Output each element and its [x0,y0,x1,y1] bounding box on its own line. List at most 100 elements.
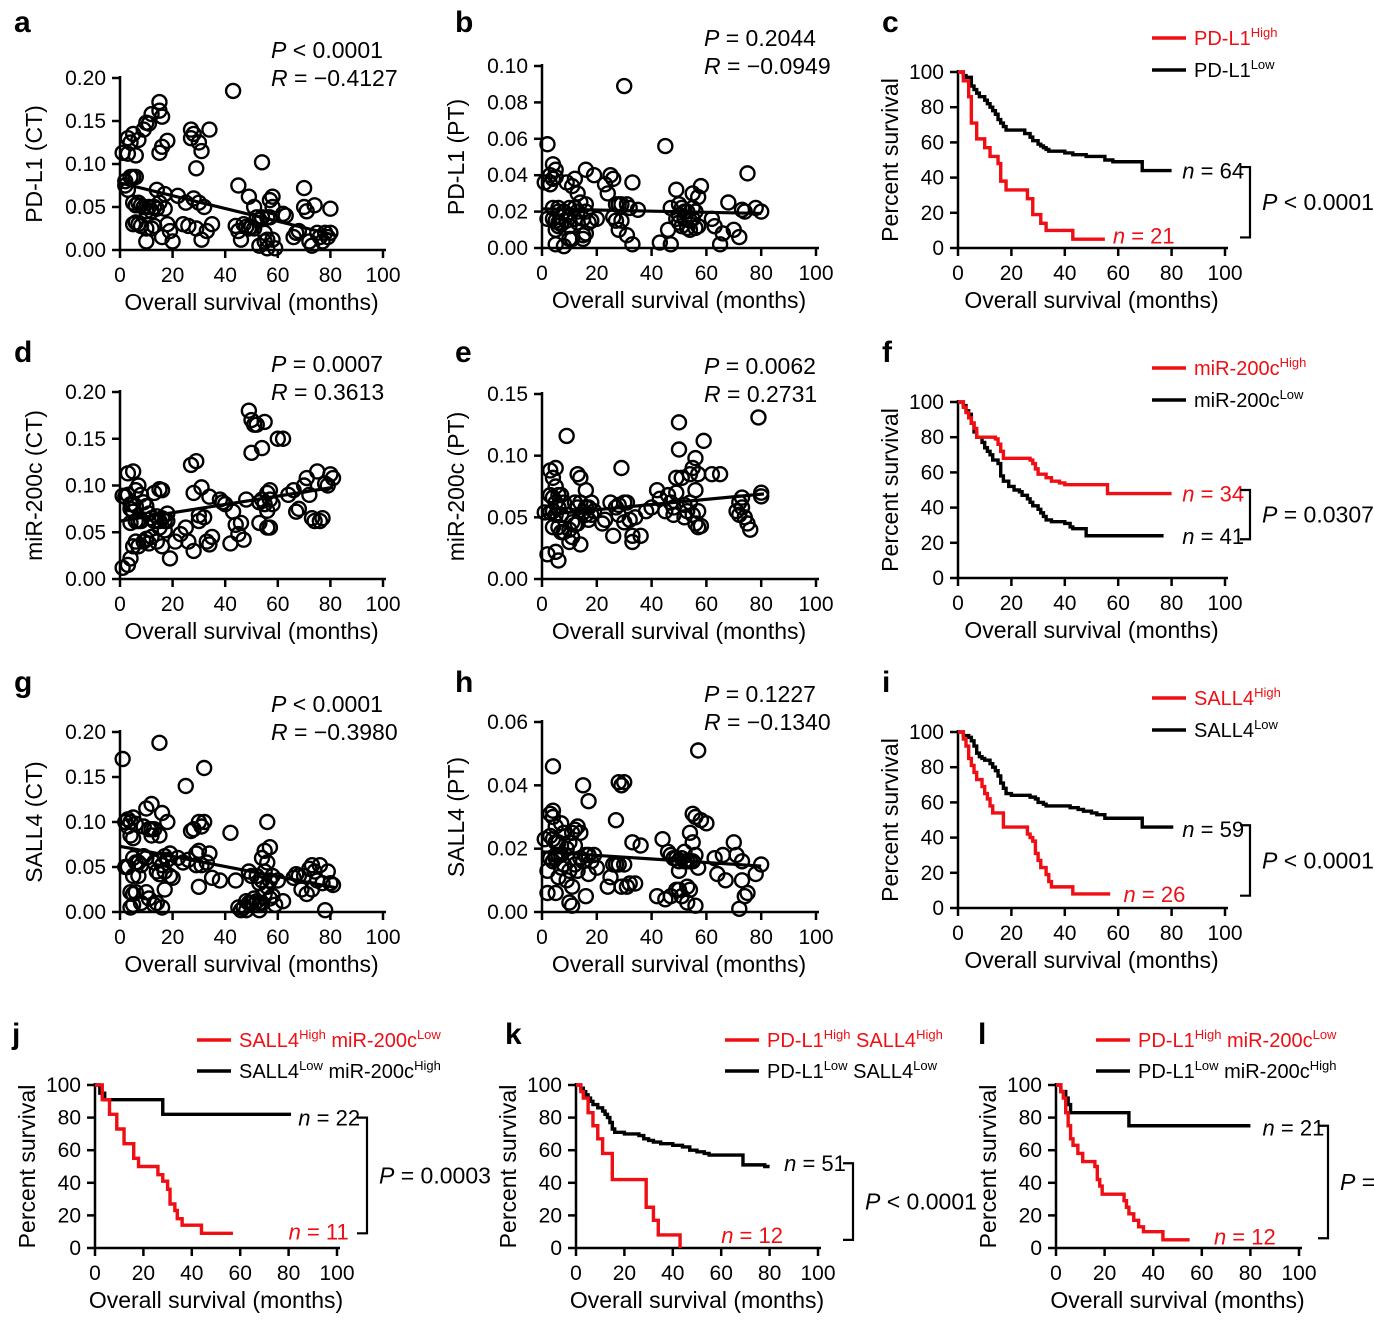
data-point [156,200,173,217]
data-point [703,210,721,228]
y-tick-label: 20 [58,1204,81,1227]
data-point [290,500,308,518]
data-point [256,863,273,880]
tick-labels: 0 20 40 60 80 100 0.00 0.02 0.04 0.06 0.08 0.10 [487,55,833,285]
data-point [552,486,570,504]
x-axis-title: Overall survival (months) [89,1287,343,1313]
legend-label-red: PD-L1High [1194,25,1277,50]
x-tick-label: 100 [798,262,833,285]
data-point [201,536,218,553]
data-point [615,77,633,95]
legend-label-red: miR-200cHigh [1194,355,1306,380]
data-point [319,863,336,880]
panel-l: 0 20 40 60 80 100 0 20 40 60 80 100 Percent survival… [916,1000,1374,1327]
data-point [624,527,641,545]
x-tick-label: 80 [319,926,342,949]
panel-g: 0 20 40 60 80 100 0.00 0.05 0.10 0.15 0.20 SALL4 (C… [0,660,440,1000]
x-tick-label: 100 [1207,262,1242,285]
scatter-points [114,402,342,576]
x-tick-label: 100 [1281,1262,1316,1285]
x-tick-label: 60 [710,1262,733,1285]
km-curve-red [958,70,1105,241]
panel-l-canvas: 0 20 40 60 80 100 0 20 40 60 80 100 Percent survival… [975,1027,1374,1313]
data-point [180,217,197,235]
km-curve-black [958,730,1174,829]
data-point [563,897,581,914]
data-point [188,452,205,470]
data-point [624,834,641,851]
data-point [670,414,688,431]
y-tick-label: 0.00 [487,901,528,924]
x-tick-label: 60 [229,1262,252,1285]
data-point [615,773,633,791]
tick-labels: 0 20 40 60 80 100 0 20 40 60 80 100 [909,391,1243,615]
data-point [322,466,339,483]
x-tick-label: 40 [1142,1262,1165,1285]
x-tick-label: 20 [1093,1262,1116,1285]
y-tick-label: 0.05 [65,856,106,879]
data-point [733,489,751,506]
data-point [266,240,284,257]
panel-d-canvas: 0 20 40 60 80 100 0.00 0.05 0.10 0.15 0.20 miR-200c… [21,351,401,644]
y-axis-title: SALL4 (PT) [443,757,469,877]
data-point [753,856,770,873]
p-bracket [1240,488,1252,541]
r-value: R = −0.3980 [271,719,398,745]
data-point [203,528,221,546]
r-value: R = −0.1340 [704,709,831,735]
x-tick-label: 20 [132,1262,155,1285]
x-tick-label: 0 [114,593,126,616]
y-tick-label: 0.10 [65,153,106,176]
data-point [613,196,630,213]
x-tick-label: 80 [758,1262,781,1285]
x-axis-title: Overall survival (months) [124,951,378,977]
x-tick-label: 60 [1190,1262,1213,1285]
panel-h-canvas: 0 20 40 60 80 100 0.00 0.02 0.04 0.06 SALL4 (PT) Ov… [443,681,834,977]
data-point [151,734,168,752]
data-point [539,884,556,902]
panel-letter-i: i [882,666,891,699]
data-point [159,505,176,522]
data-point [577,196,595,213]
y-tick-label: 100 [527,1074,562,1097]
data-point [222,824,239,842]
panel-letter-c: c [882,6,899,39]
data-point [259,854,276,871]
data-point [613,459,630,477]
km-curve-black [1056,1083,1251,1128]
panel-c-canvas: 0 20 40 60 80 100 0 20 40 60 80 100 Percent survival… [877,25,1374,313]
scatter-points [114,734,342,919]
x-axis-title: Overall survival (months) [964,617,1218,643]
data-point [736,203,753,220]
data-point [536,504,553,521]
x-tick-label: 40 [661,1262,684,1285]
data-point [689,502,707,520]
y-tick-label: 0.10 [487,445,528,468]
p-value: P < 0.0001 [1262,189,1374,215]
y-tick-label: 60 [921,791,944,814]
panel-letter-e: e [455,336,472,369]
data-point [288,503,305,520]
data-point [687,449,704,467]
data-point [153,899,171,916]
data-point [544,802,562,819]
data-point [673,469,690,487]
data-point [211,491,229,508]
data-point [190,134,208,151]
x-tick-label: 60 [695,926,718,949]
x-tick-label: 100 [798,593,833,616]
n-label-black: n = 41 [1182,524,1244,549]
data-point [692,517,710,535]
y-tick-label: 0 [69,1237,81,1260]
p-value: P = 0.0007 [271,351,383,377]
y-tick-label: 0.15 [65,110,106,133]
p-value: P < 0.0001 [1262,847,1374,873]
axes [87,1083,340,1256]
data-point [558,427,575,445]
y-tick-label: 60 [58,1139,81,1162]
y-tick-label: 0.04 [487,774,528,797]
n-label-black: n = 51 [784,1151,846,1176]
x-tick-label: 0 [536,926,548,949]
axes [534,64,819,256]
r-value: R = 0.2731 [704,381,817,407]
